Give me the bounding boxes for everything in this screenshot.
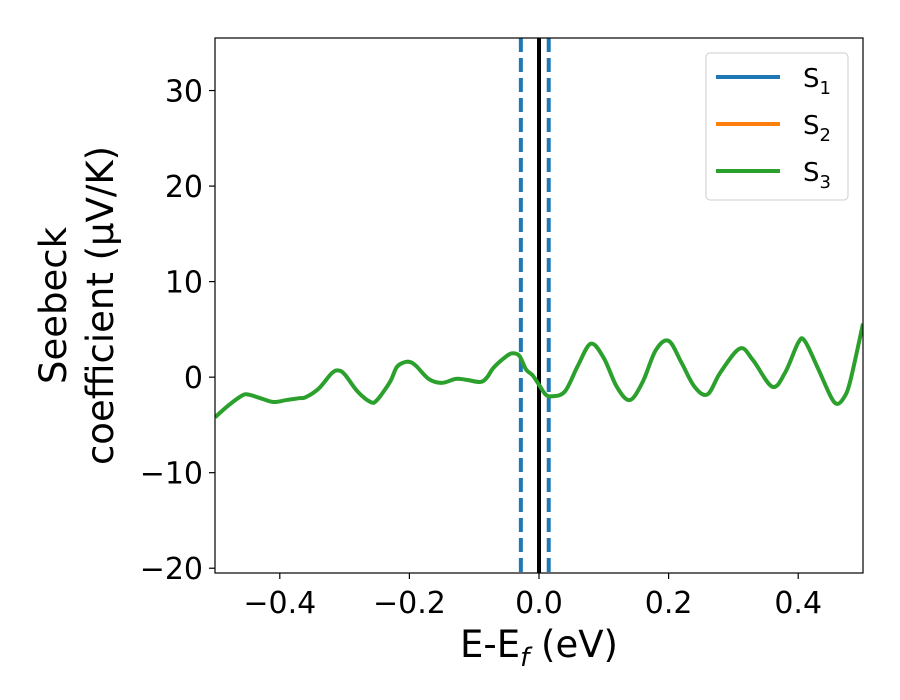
y-tick-label: −20 <box>140 552 203 587</box>
legend-label-s2: S2 <box>803 111 831 146</box>
y-tick-label: −10 <box>140 457 203 492</box>
x-tick-label: 0.0 <box>515 586 563 621</box>
legend-label-s1: S1 <box>803 64 831 99</box>
x-axis-label: E-Ef (eV) <box>460 623 618 673</box>
series-line-s3 <box>215 323 863 419</box>
y-axis-label: Seebeck coefficient (μV/K) <box>32 146 122 465</box>
y-axis-label-line2: coefficient (μV/K) <box>79 146 122 465</box>
y-tick-label: 20 <box>165 170 203 205</box>
legend: S1 S2 S3 <box>705 52 849 201</box>
y-tick-label: 10 <box>165 266 203 301</box>
x-tick-label: 0.4 <box>774 586 822 621</box>
x-tick-label: −0.4 <box>243 586 316 621</box>
plot-area <box>215 38 863 573</box>
x-tick-label: −0.2 <box>373 586 446 621</box>
legend-box <box>705 52 849 201</box>
y-tick-label: 0 <box>184 361 203 396</box>
legend-label-s3: S3 <box>803 158 831 193</box>
x-tick-label: 0.2 <box>645 586 693 621</box>
y-tick-label: 30 <box>165 75 203 110</box>
axis-ticks: −0.4 −0.2 0.0 0.2 0.4 −20 −10 0 10 20 30 <box>140 75 822 621</box>
y-axis-label-line1: Seebeck <box>32 226 75 384</box>
